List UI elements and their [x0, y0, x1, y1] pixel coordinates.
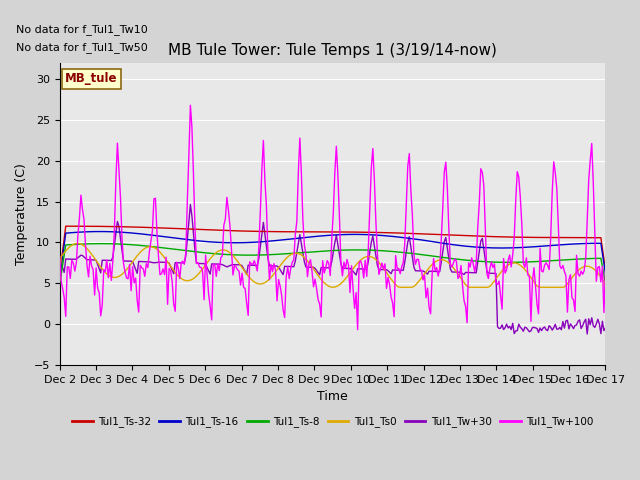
- Text: No data for f_Tul1_Tw10: No data for f_Tul1_Tw10: [16, 24, 148, 35]
- Text: No data for f_Tul1_Tw50: No data for f_Tul1_Tw50: [16, 42, 148, 53]
- Text: MB_tule: MB_tule: [65, 72, 118, 85]
- Y-axis label: Temperature (C): Temperature (C): [15, 163, 28, 265]
- X-axis label: Time: Time: [317, 390, 348, 403]
- Legend: Tul1_Ts-32, Tul1_Ts-16, Tul1_Ts-8, Tul1_Ts0, Tul1_Tw+30, Tul1_Tw+100: Tul1_Ts-32, Tul1_Ts-16, Tul1_Ts-8, Tul1_…: [68, 412, 598, 432]
- Title: MB Tule Tower: Tule Temps 1 (3/19/14-now): MB Tule Tower: Tule Temps 1 (3/19/14-now…: [168, 43, 497, 58]
